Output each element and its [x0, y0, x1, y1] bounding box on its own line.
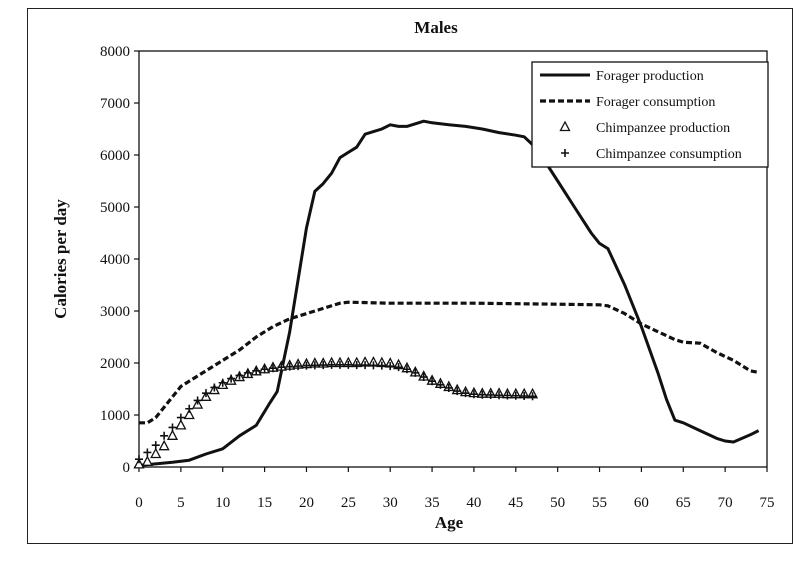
y-tick-label: 4000 [100, 252, 130, 268]
legend-label-forager-consumption: Forager consumption [596, 95, 715, 110]
data-point-chimpanzee-consumption [235, 371, 244, 380]
legend-swatch-chimpanzee-production [559, 120, 571, 132]
legend: Forager production Forager consumption Chi… [531, 61, 769, 168]
x-tick-label: 5 [177, 495, 185, 511]
data-point-chimpanzee-consumption [436, 380, 445, 389]
data-point-chimpanzee-consumption [495, 391, 504, 400]
legend-label-chimpanzee-consumption: Chimpanzee consumption [596, 147, 742, 162]
data-point-chimpanzee-consumption [176, 413, 185, 422]
series-line-forager-consumption [139, 300, 759, 425]
data-point-chimpanzee-consumption [511, 391, 520, 400]
data-point-chimpanzee-consumption [444, 383, 453, 392]
y-tick-label: 5000 [100, 200, 130, 216]
data-point-chimpanzee-consumption [310, 361, 319, 370]
data-point-chimpanzee-consumption [135, 455, 143, 464]
data-point-chimpanzee-consumption [386, 362, 395, 371]
x-tick-label: 65 [676, 495, 691, 511]
data-point-chimpanzee-consumption [185, 404, 194, 413]
legend-swatch-chimpanzee-consumption [561, 149, 569, 157]
data-point-chimpanzee-production [183, 408, 195, 420]
data-point-chimpanzee-production [141, 455, 153, 466]
x-tick-label: 10 [215, 495, 230, 511]
data-point-chimpanzee-production [150, 447, 162, 459]
x-tick-label: 50 [550, 495, 565, 511]
data-point-chimpanzee-consumption [503, 391, 512, 400]
data-point-chimpanzee-production [133, 458, 145, 469]
data-point-chimpanzee-consumption [319, 361, 328, 370]
x-tick-label: 55 [592, 495, 607, 511]
data-point-chimpanzee-consumption [168, 423, 177, 432]
data-point-chimpanzee-consumption [335, 360, 344, 369]
x-tick-label: 75 [760, 495, 775, 511]
data-point-chimpanzee-consumption [520, 392, 529, 401]
data-point-chimpanzee-consumption [469, 390, 478, 399]
data-point-chimpanzee-consumption [252, 366, 261, 375]
x-tick-label: 25 [341, 495, 356, 511]
data-point-chimpanzee-consumption [277, 363, 286, 372]
data-point-chimpanzee-consumption [369, 361, 378, 370]
y-axis-label: Calories per day [51, 199, 70, 319]
series-line-forager-production [138, 119, 760, 467]
data-point-chimpanzee-consumption [361, 361, 370, 370]
x-tick-label: 40 [466, 495, 481, 511]
data-point-chimpanzee-consumption [478, 390, 487, 399]
data-point-chimpanzee-consumption [461, 389, 470, 398]
plot-area: 0 1000 2000 3000 4000 5000 6000 7000 8000 0 5 10 15 2… [100, 44, 775, 511]
y-tick-label: 7000 [100, 96, 130, 112]
data-point-chimpanzee-production [158, 439, 170, 451]
data-point-chimpanzee-consumption [352, 361, 361, 370]
legend-label-forager-production: Forager production [596, 69, 704, 84]
data-point-chimpanzee-consumption [377, 361, 386, 370]
x-tick-label: 20 [299, 495, 314, 511]
data-point-chimpanzee-consumption [151, 441, 160, 450]
x-tick-label: 0 [135, 495, 143, 511]
x-tick-label: 15 [257, 495, 272, 511]
data-point-chimpanzee-consumption [218, 378, 227, 387]
chart-title: Males [414, 18, 458, 37]
data-point-chimpanzee-consumption [327, 360, 336, 369]
data-point-chimpanzee-consumption [201, 389, 210, 398]
y-tick-label: 2000 [100, 356, 130, 372]
data-point-chimpanzee-consumption [285, 362, 294, 371]
data-point-chimpanzee-consumption [143, 448, 152, 457]
data-point-chimpanzee-consumption [227, 374, 236, 383]
y-tick-label: 6000 [100, 148, 130, 164]
y-tick-label: 0 [123, 460, 131, 476]
data-point-chimpanzee-consumption [453, 387, 462, 396]
y-tick-label: 8000 [100, 44, 130, 60]
data-point-chimpanzee-consumption [419, 373, 428, 382]
y-tick-label: 1000 [100, 408, 130, 424]
data-point-chimpanzee-production [166, 429, 179, 440]
data-point-chimpanzee-consumption [486, 390, 495, 399]
data-point-chimpanzee-consumption [210, 383, 219, 392]
x-tick-label: 30 [383, 495, 398, 511]
data-point-chimpanzee-consumption [411, 368, 420, 377]
data-point-chimpanzee-consumption [302, 361, 311, 370]
x-tick-label: 70 [718, 495, 733, 511]
data-point-chimpanzee-consumption [344, 360, 353, 369]
data-point-chimpanzee-consumption [528, 392, 537, 401]
x-tick-label: 45 [508, 495, 523, 511]
data-point-chimpanzee-consumption [268, 364, 277, 373]
data-point-chimpanzee-consumption [243, 368, 252, 377]
legend-box [531, 61, 769, 168]
data-point-chimpanzee-consumption [294, 362, 303, 371]
x-tick-label: 35 [425, 495, 440, 511]
data-point-chimpanzee-consumption [402, 365, 411, 374]
x-axis-label: Age [435, 513, 464, 532]
y-tick-label: 3000 [100, 304, 130, 320]
data-point-chimpanzee-consumption [428, 377, 437, 386]
data-point-chimpanzee-consumption [260, 365, 269, 374]
data-point-chimpanzee-production [175, 419, 187, 430]
data-point-chimpanzee-consumption [394, 363, 403, 372]
x-tick-label: 60 [634, 495, 649, 511]
data-point-chimpanzee-consumption [160, 431, 169, 440]
data-point-chimpanzee-consumption [193, 396, 202, 405]
legend-label-chimpanzee-production: Chimpanzee production [596, 121, 730, 136]
